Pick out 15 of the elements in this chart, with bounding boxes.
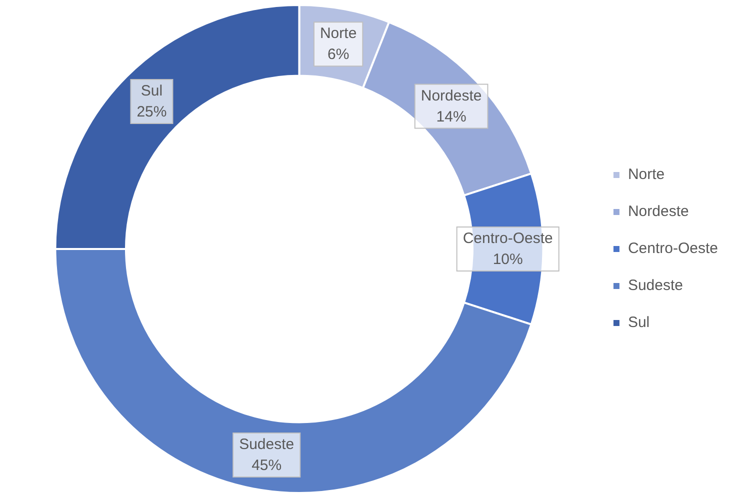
data-label: 45% xyxy=(252,457,282,474)
legend-label: Sudeste xyxy=(628,277,684,294)
legend-label: Centro-Oeste xyxy=(628,240,718,258)
slice-label: Centro-Oeste xyxy=(462,230,553,248)
data-label: 25% xyxy=(136,104,167,121)
data-label: 10% xyxy=(492,251,523,268)
slice-label: Norte xyxy=(320,25,357,42)
legend-label: Nordeste xyxy=(628,203,689,220)
legend-label: Sul xyxy=(628,314,650,332)
slice-label: Sul xyxy=(140,82,163,100)
slice-label: Sudeste xyxy=(239,436,294,454)
legend-label: Norte xyxy=(628,166,665,184)
data-label: 14% xyxy=(436,108,466,126)
data-label: 6% xyxy=(327,46,350,64)
slice-label: Nordeste xyxy=(420,87,482,104)
